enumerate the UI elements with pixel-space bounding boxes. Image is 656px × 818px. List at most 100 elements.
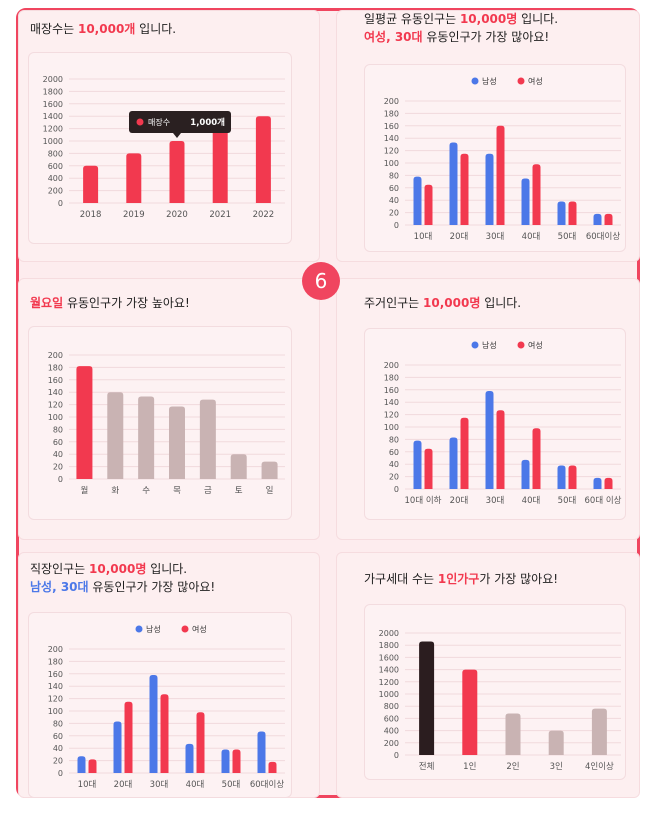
bar — [113, 721, 122, 773]
bar — [521, 459, 530, 489]
bar — [169, 141, 185, 203]
y-tick-label: 1400 — [379, 666, 399, 675]
bar — [532, 428, 541, 489]
y-tick-label: 1800 — [379, 641, 399, 650]
y-tick-label: 1000 — [43, 137, 63, 146]
store-bar-chart: 0 200 400 600 800 1000 1200 1400 1600 1800 2000 201… — [43, 75, 285, 220]
bar — [505, 713, 521, 755]
y-tick-label: 160 — [384, 122, 399, 131]
bar — [160, 694, 169, 773]
x-tick-label: 일 — [266, 486, 274, 496]
resident-chart-panel: 0 20 40 60 80 100 120 140 160 180 200 남성 여성 10대 이하 20대… — [364, 328, 626, 520]
x-tick-label: 2022 — [253, 210, 275, 220]
y-tick-label: 1400 — [43, 112, 63, 121]
bar — [138, 396, 155, 479]
legend-label: 남성 — [482, 77, 497, 86]
x-tick-label: 1인 — [463, 761, 476, 772]
bar — [169, 406, 185, 479]
y-tick-label: 40 — [389, 460, 399, 469]
y-tick-label: 80 — [389, 171, 399, 180]
legend-marker — [471, 77, 479, 85]
x-tick-label: 목 — [173, 486, 181, 496]
x-tick-label: 40대 — [522, 232, 541, 242]
y-tick-label: 600 — [48, 162, 63, 171]
y-tick-label: 100 — [384, 423, 399, 432]
y-tick-label: 2000 — [43, 75, 63, 84]
legend-label: 여성 — [528, 76, 543, 86]
bar — [485, 391, 494, 489]
bar — [268, 761, 277, 773]
y-tick-label: 200 — [48, 187, 63, 196]
y-tick-label: 140 — [48, 388, 63, 397]
x-tick-label: 50대 — [558, 496, 577, 506]
y-tick-label: 140 — [48, 682, 63, 691]
bar — [460, 417, 469, 489]
legend-marker — [517, 77, 525, 85]
x-tick-label: 4인이상 — [585, 761, 614, 772]
bar — [496, 125, 505, 225]
y-tick-label: 0 — [58, 769, 63, 778]
x-tick-label: 40대 — [522, 496, 541, 506]
y-tick-label: 120 — [48, 695, 63, 704]
bar — [496, 410, 505, 489]
legend: 남성 여성 — [471, 340, 543, 350]
x-tick-label: 10대 이하 — [405, 495, 442, 506]
x-tick-label: 20대 — [114, 780, 133, 790]
y-tick-label: 40 — [53, 450, 63, 459]
y-tick-label: 800 — [384, 702, 399, 711]
bar — [548, 730, 564, 755]
y-tick-label: 180 — [48, 363, 63, 372]
step-badge: 6 — [302, 262, 340, 300]
x-tick-label: 2021 — [209, 210, 231, 220]
bar — [462, 669, 478, 755]
resident-bar-chart: 0 20 40 60 80 100 120 140 160 180 200 남성 여성 10대 이하 20대… — [384, 340, 622, 506]
y-tick-label: 0 — [58, 199, 63, 208]
bar — [413, 440, 422, 489]
bar — [107, 392, 124, 479]
y-tick-label: 20 — [389, 473, 399, 482]
bar — [557, 465, 566, 489]
legend-marker — [471, 341, 479, 349]
x-tick-label: 화 — [111, 486, 119, 496]
y-tick-label: 0 — [394, 221, 399, 230]
household-chart-panel: 0 200 400 600 800 1000 1200 1400 1600 1800 2000 전체 1… — [364, 604, 626, 780]
weekday-heading: 월요일 유동인구가 가장 높아요! — [30, 296, 190, 310]
x-tick-label: 10대 — [78, 780, 97, 790]
y-tick-label: 200 — [384, 739, 399, 748]
bar — [83, 165, 99, 203]
bar — [568, 201, 577, 225]
y-tick-label: 0 — [394, 485, 399, 494]
x-tick-label: 월 — [81, 485, 89, 496]
y-tick-label: 160 — [48, 670, 63, 679]
bar — [126, 153, 142, 203]
y-tick-label: 1800 — [43, 87, 63, 96]
x-tick-label: 2019 — [123, 210, 145, 220]
y-tick-label: 1600 — [379, 653, 399, 662]
x-tick-label: 2인 — [506, 761, 519, 772]
tooltip-arrow — [173, 133, 181, 138]
x-tick-label: 10대 — [414, 232, 433, 242]
x-tick-label: 금 — [204, 486, 212, 496]
household-heading: 가구세대 수는 1인가구가 가장 많아요! — [364, 572, 559, 586]
tooltip-value: 1,000개 — [190, 117, 225, 128]
y-tick-label: 80 — [389, 435, 399, 444]
bar — [449, 142, 458, 225]
y-tick-label: 60 — [53, 438, 63, 447]
x-tick-label: 40대 — [186, 780, 205, 790]
bar — [460, 153, 469, 225]
store-chart-panel: 0 200 400 600 800 1000 1200 1400 1600 1800 2000 201… — [28, 52, 292, 244]
tooltip-marker — [136, 118, 144, 126]
legend-label: 남성 — [146, 625, 161, 634]
x-tick-label: 50대 — [558, 232, 577, 242]
bar — [593, 477, 602, 489]
y-tick-label: 100 — [48, 413, 63, 422]
bar — [212, 125, 228, 203]
bar — [196, 712, 205, 773]
x-tick-label: 20대 — [450, 496, 469, 506]
y-tick-label: 200 — [48, 351, 63, 360]
y-tick-label: 60 — [389, 448, 399, 457]
bar — [424, 184, 433, 225]
weekday-bar-chart: 0 20 40 60 80 100 120 140 160 180 200 월 화 수 목 금 토 일 — [48, 351, 285, 496]
household-bar-chart: 0 200 400 600 800 1000 1200 1400 1600 1800 2000 전체 1… — [379, 629, 621, 772]
x-tick-label: 전체 — [419, 761, 435, 772]
